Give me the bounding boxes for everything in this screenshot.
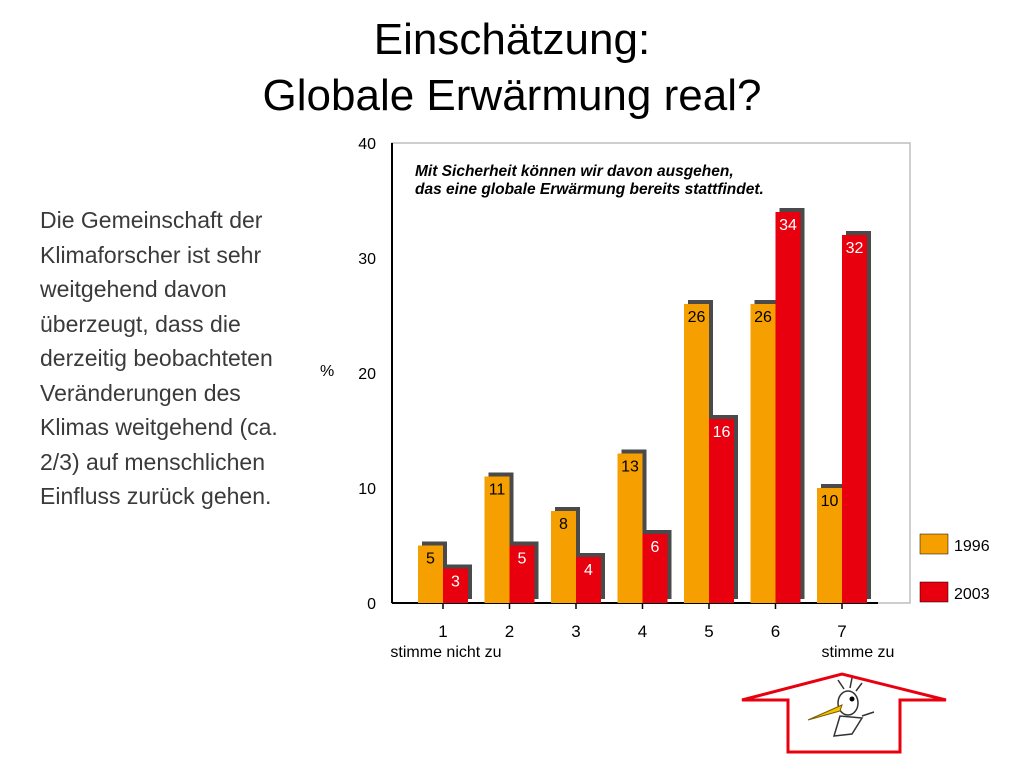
data-label: 34 [779,217,797,234]
y-tick-label: 30 [358,251,376,268]
x-tick-label: 4 [638,622,647,641]
body-text-line: Die Gemeinschaft der [40,207,263,233]
bird-logo-icon [807,677,875,737]
y-tick-label: 20 [358,366,376,383]
x-tick-label: 2 [505,622,514,641]
x-tick-label: 3 [571,622,580,641]
y-tick-label: 40 [358,136,376,153]
data-label: 26 [754,309,772,326]
body-text-line: weitgehend davon [40,276,227,302]
legend: 1996 2003 [919,533,990,603]
data-label: 16 [713,424,731,441]
body-text-line: derzeitig beobachteten [40,345,273,371]
y-ticks: 0 10 20 30 40 [358,136,376,613]
legend-label-2003: 2003 [954,586,990,603]
data-label: 13 [621,459,639,476]
bar-1996-cat-1 [418,545,443,603]
up-arrow-logo-icon [741,672,947,754]
x-tick-label: 5 [704,622,713,641]
bar-2003-cat-2 [509,545,535,603]
y-axis-label: % [320,363,334,380]
data-label: 26 [688,309,706,326]
chart-title-line-2: das eine globale Erwärmung bereits statt… [415,181,764,198]
data-label: 5 [518,551,527,568]
data-label: 32 [846,240,864,257]
slide-title-line-1: Einschätzung: [373,15,651,64]
bar-2003-cat-3 [576,557,601,603]
bar-1996-cat-3 [551,511,576,603]
x-tick-label: 1 [438,622,447,641]
bar-1996-cat-7 [817,488,842,603]
bar-2003-cat-4 [642,534,668,603]
body-text-line: Veränderungen des [40,379,241,406]
legend-label-1996: 1996 [954,538,990,555]
slide-title-line-2: Globale Erwärmung real? [262,71,762,120]
body-text-line: Klimas weitgehend (ca. [40,414,278,440]
body-text-line: Einfluss zurück gehen. [40,483,272,509]
x-axis-sublabel: stimme zu [822,644,895,661]
data-label: 6 [651,539,660,556]
bar-2003-cat-6 [775,212,801,603]
bar-1996-cat-6 [750,304,776,603]
data-label: 10 [821,493,839,510]
bar-1996-cat-5 [684,304,709,603]
y-tick-label: 10 [358,481,376,498]
body-text-line: 2/3) auf menschlichen [40,448,266,475]
data-label: 8 [559,516,568,533]
x-axis-sublabel: stimme nicht zu [390,644,501,661]
arrow-outline [741,672,947,754]
legend-swatch-2003 [919,581,949,603]
data-label: 4 [584,562,593,579]
chart-title-line-1: Mit Sicherheit können wir davon ausgehen… [415,163,734,180]
body-text-line: Klimaforscher ist sehr [40,241,262,268]
x-tick-labels: 1 stimme nicht zu2 3 4 5 6 7 stimme zu [390,603,894,661]
body-text: Die Gemeinschaft der Klimaforscher ist s… [40,203,340,514]
data-label: 5 [426,551,435,568]
y-tick-label: 0 [367,596,376,613]
bar-1996-cat-2 [484,476,510,603]
data-label: 3 [451,574,460,591]
x-tick-label: 6 [771,622,780,641]
data-label: 11 [489,482,506,499]
x-tick-label: 7 [837,622,846,641]
bar-2003-cat-1 [443,568,468,603]
body-text-line: überzeugt, dass die [40,310,241,337]
slide-title: Einschätzung: Globale Erwärmung real? [0,12,1024,124]
bar-1996-cat-4 [617,453,643,603]
legend-swatch-1996 [919,533,949,555]
bar-2003-cat-5 [709,419,734,603]
bar-2003-cat-7 [842,235,867,603]
